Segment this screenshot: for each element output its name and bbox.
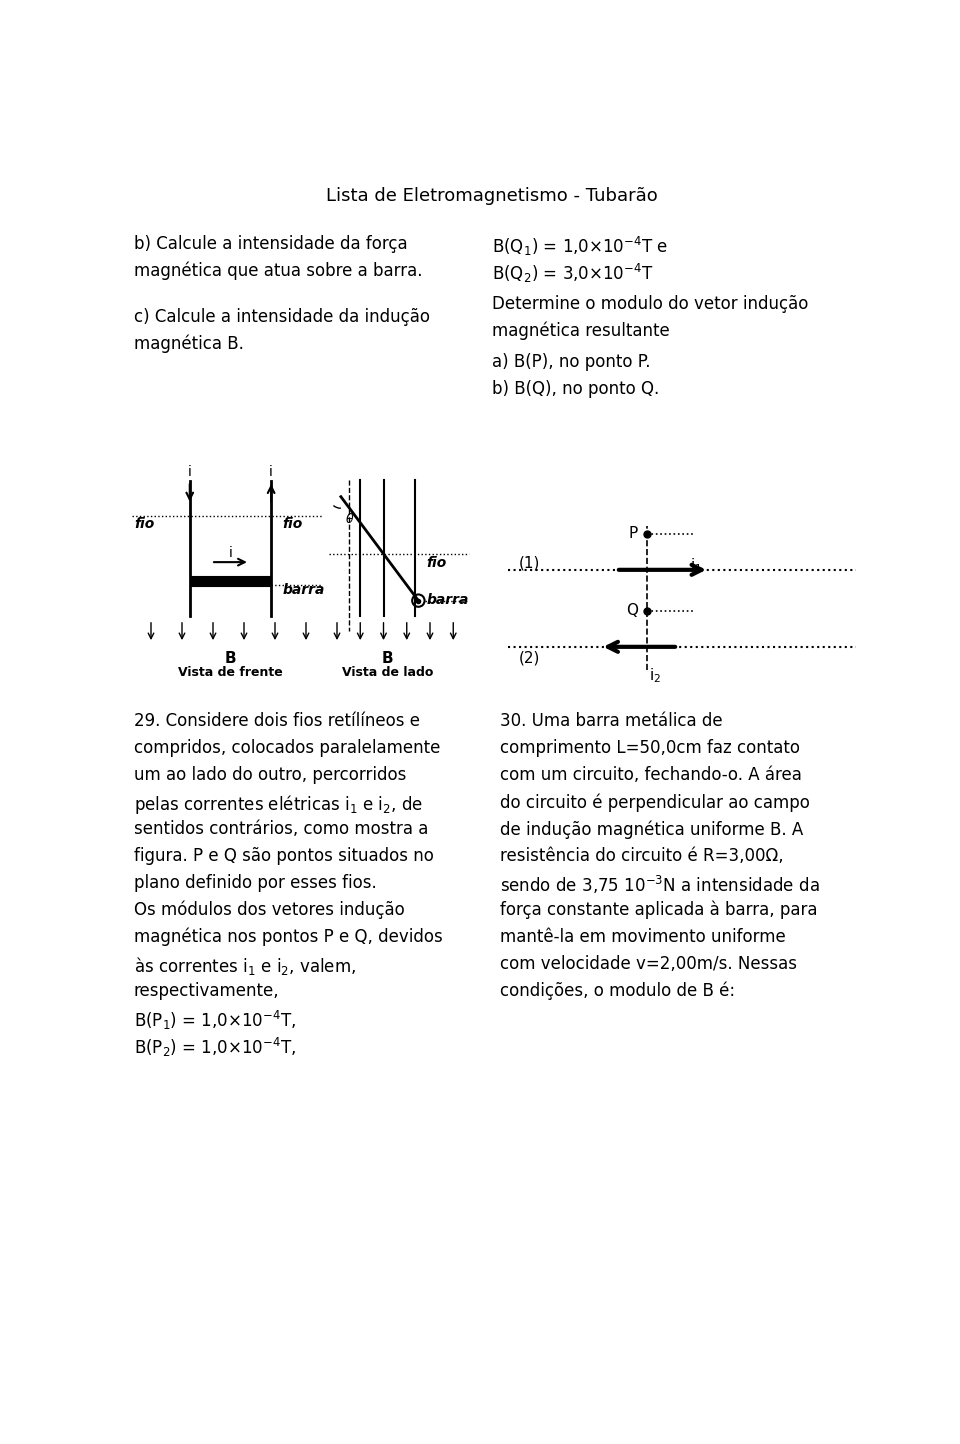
Text: i: i <box>269 465 273 479</box>
Text: respectivamente,: respectivamente, <box>134 982 279 999</box>
Text: pelas correntes elétricas i$_1$ e i$_2$, de: pelas correntes elétricas i$_1$ e i$_2$,… <box>134 793 423 816</box>
Text: 30. Uma barra metálica de: 30. Uma barra metálica de <box>500 712 722 731</box>
Text: i$_2$: i$_2$ <box>649 666 660 684</box>
Text: Q: Q <box>626 604 637 618</box>
Text: barra: barra <box>283 583 325 596</box>
Text: B(Q$_2$) = 3,0×10$^{-4}$T: B(Q$_2$) = 3,0×10$^{-4}$T <box>492 261 654 284</box>
Text: B(P$_1$) = 1,0×10$^{-4}$T,: B(P$_1$) = 1,0×10$^{-4}$T, <box>134 1009 297 1032</box>
Text: fio: fio <box>134 517 155 531</box>
Text: (2): (2) <box>519 651 540 666</box>
Text: 29. Considere dois fios retílíneos e: 29. Considere dois fios retílíneos e <box>134 712 420 731</box>
Text: um ao lado do outro, percorridos: um ao lado do outro, percorridos <box>134 767 406 784</box>
Text: força constante aplicada à barra, para: força constante aplicada à barra, para <box>500 901 817 920</box>
Text: fio: fio <box>426 556 446 570</box>
Text: às correntes i$_1$ e i$_2$, valem,: às correntes i$_1$ e i$_2$, valem, <box>134 954 356 976</box>
Text: barra: barra <box>426 593 468 606</box>
Text: P: P <box>629 526 637 542</box>
Text: B: B <box>225 651 236 666</box>
Text: (1): (1) <box>519 556 540 570</box>
Text: mantê-la em movimento uniforme: mantê-la em movimento uniforme <box>500 928 785 946</box>
Text: c) Calcule a intensidade da indução: c) Calcule a intensidade da indução <box>134 308 430 326</box>
Text: condições, o modulo de B é:: condições, o modulo de B é: <box>500 982 734 1001</box>
Text: Os módulos dos vetores indução: Os módulos dos vetores indução <box>134 901 405 920</box>
Text: i: i <box>188 465 192 479</box>
Text: b) Calcule a intensidade da força: b) Calcule a intensidade da força <box>134 235 408 253</box>
Text: b) B(Q), no ponto Q.: b) B(Q), no ponto Q. <box>492 380 660 397</box>
Text: Vista de frente: Vista de frente <box>178 666 283 679</box>
Text: Vista de lado: Vista de lado <box>342 666 433 679</box>
Text: fio: fio <box>283 517 303 531</box>
Text: i$_1$: i$_1$ <box>689 556 702 575</box>
Text: Lista de Eletromagnetismo - Tubarão: Lista de Eletromagnetismo - Tubarão <box>326 188 658 205</box>
Text: B(P$_2$) = 1,0×10$^{-4}$T,: B(P$_2$) = 1,0×10$^{-4}$T, <box>134 1035 297 1058</box>
Text: magnética que atua sobre a barra.: magnética que atua sobre a barra. <box>134 261 422 280</box>
Text: Determine o modulo do vetor indução: Determine o modulo do vetor indução <box>492 295 808 313</box>
Text: compridos, colocados paralelamente: compridos, colocados paralelamente <box>134 739 441 757</box>
Text: sendo de 3,75 10$^{-3}$N a intensidade da: sendo de 3,75 10$^{-3}$N a intensidade d… <box>500 874 820 897</box>
Text: B(Q$_1$) = 1,0×10$^{-4}$T e: B(Q$_1$) = 1,0×10$^{-4}$T e <box>492 235 668 258</box>
Text: de indução magnética uniforme B. A: de indução magnética uniforme B. A <box>500 820 803 839</box>
Text: magnética B.: magnética B. <box>134 335 244 354</box>
Text: sentidos contrários, como mostra a: sentidos contrários, como mostra a <box>134 820 428 838</box>
Text: resistência do circuito é R=3,00Ω,: resistência do circuito é R=3,00Ω, <box>500 848 783 865</box>
Text: magnética resultante: magnética resultante <box>492 322 670 341</box>
Text: magnética nos pontos P e Q, devidos: magnética nos pontos P e Q, devidos <box>134 928 443 946</box>
Text: comprimento L=50,0cm faz contato: comprimento L=50,0cm faz contato <box>500 739 800 757</box>
Text: com velocidade v=2,00m/s. Nessas: com velocidade v=2,00m/s. Nessas <box>500 954 797 973</box>
Text: do circuito é perpendicular ao campo: do circuito é perpendicular ao campo <box>500 793 809 812</box>
Text: i: i <box>228 546 232 560</box>
Text: com um circuito, fechando-o. A área: com um circuito, fechando-o. A área <box>500 767 802 784</box>
Text: plano definido por esses fios.: plano definido por esses fios. <box>134 874 376 892</box>
Text: $\theta$: $\theta$ <box>345 513 354 526</box>
Text: figura. P e Q são pontos situados no: figura. P e Q são pontos situados no <box>134 848 434 865</box>
Text: B: B <box>381 651 394 666</box>
Text: a) B(P), no ponto P.: a) B(P), no ponto P. <box>492 352 651 371</box>
